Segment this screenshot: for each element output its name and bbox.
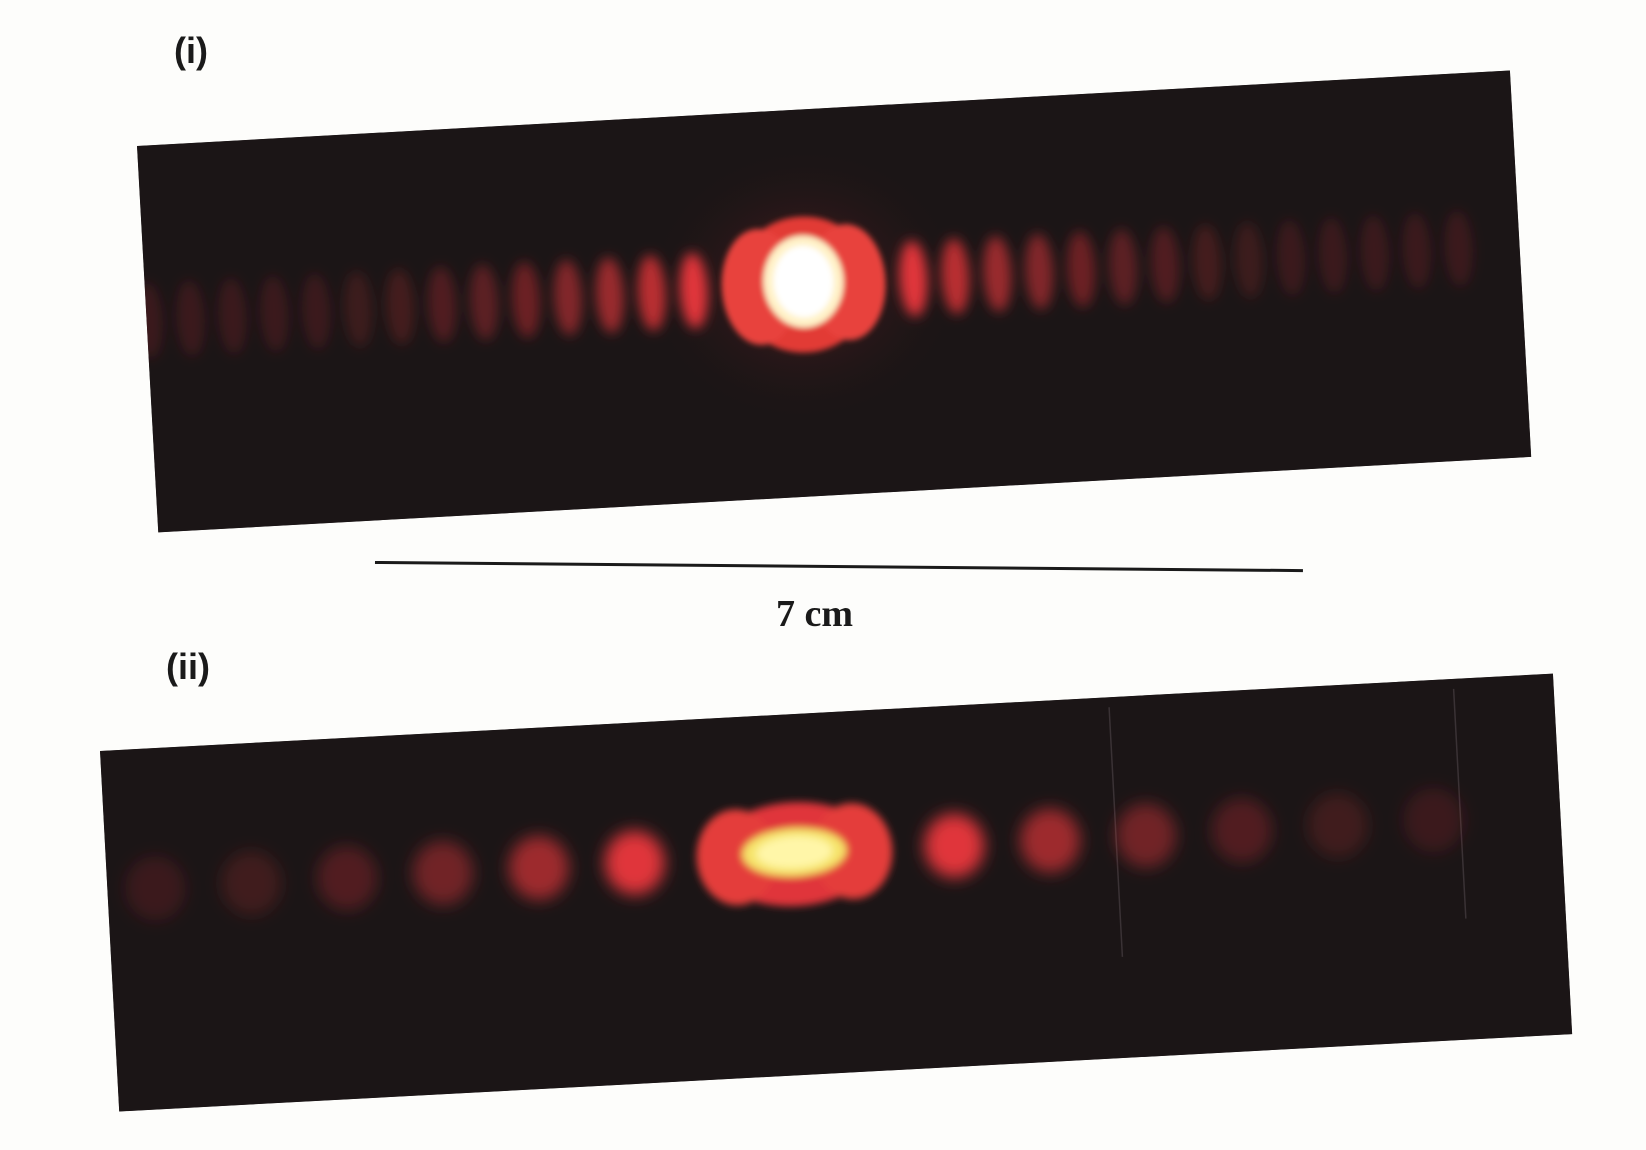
diffraction-fringe: [176, 280, 205, 357]
diffraction-fringe: [125, 856, 186, 921]
diffraction-fringe: [924, 813, 985, 878]
diffraction-fringe: [1234, 222, 1264, 299]
diffraction-fringe: [1403, 788, 1464, 853]
diffraction-fringe: [1276, 219, 1306, 296]
diffraction-fringe: [604, 830, 665, 895]
diffraction-pattern-photo-i: [137, 70, 1532, 533]
scale-bar-label: 7 cm: [776, 593, 854, 635]
panel-ii-label: (ii): [166, 646, 210, 687]
diffraction-fringe: [508, 835, 569, 900]
diffraction-fringe: [1150, 226, 1180, 303]
diffraction-fringe: [302, 273, 331, 350]
diffraction-fringe: [1192, 224, 1222, 301]
diffraction-fringe: [511, 261, 541, 338]
diffraction-pattern-photo-ii: [100, 673, 1573, 1112]
diffraction-fringe: [386, 268, 415, 345]
diffraction-pattern-ii-graphic: [100, 673, 1573, 1112]
diffraction-fringe: [469, 264, 499, 341]
diffraction-fringe: [941, 238, 970, 315]
diffraction-fringe: [1307, 793, 1368, 858]
diffraction-fringe: [983, 235, 1012, 312]
diffraction-fringe: [553, 259, 583, 336]
diffraction-pattern-i-graphic: [137, 70, 1532, 533]
diffraction-fringe: [899, 240, 928, 317]
diffraction-fringe: [221, 851, 282, 916]
diffraction-fringe: [344, 271, 373, 348]
diffraction-fringe: [1109, 229, 1138, 305]
diffraction-fringe: [428, 266, 457, 343]
diffraction-fringe: [595, 257, 625, 334]
diffraction-fringe: [1115, 803, 1176, 868]
diffraction-fringe: [1020, 808, 1081, 873]
diffraction-fringe: [260, 275, 289, 352]
diffraction-fringe: [218, 278, 247, 354]
diffraction-fringe: [317, 846, 378, 911]
diffraction-fringe: [1444, 210, 1473, 287]
panel-i-label: (i): [174, 30, 208, 71]
diffraction-fringe: [679, 252, 708, 329]
diffraction-fringe: [1211, 798, 1272, 863]
diffraction-fringe: [1402, 212, 1431, 289]
diffraction-fringe: [1025, 233, 1054, 310]
diffraction-fringe: [637, 254, 666, 331]
diffraction-fringe: [1360, 215, 1389, 292]
diffraction-fringe: [412, 840, 473, 905]
diffraction-fringe: [1318, 217, 1347, 294]
diffraction-fringe: [1067, 231, 1096, 308]
scale-bar: [374, 561, 1303, 573]
